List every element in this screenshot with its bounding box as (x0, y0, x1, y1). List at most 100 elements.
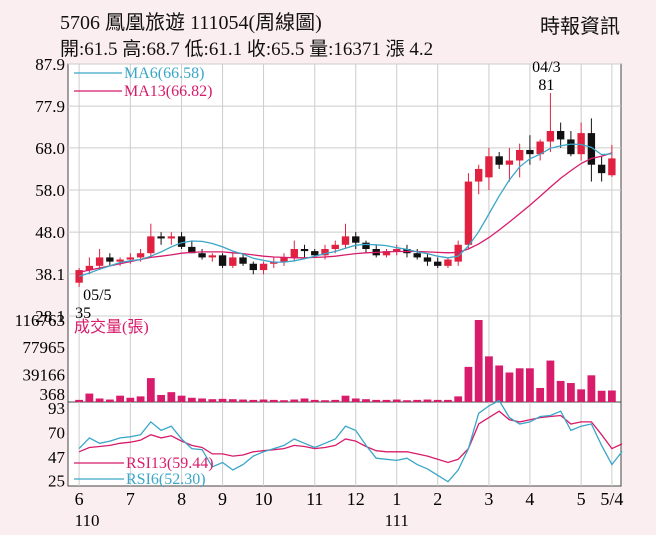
high-date-label: 04/3 (532, 59, 560, 76)
volume-bar (515, 368, 524, 402)
rsi6-line (78, 399, 623, 483)
volume-bar (136, 396, 145, 402)
candle-body (147, 236, 155, 254)
legend-label: MA13(66.82) (124, 83, 212, 100)
y-tick-label: 77.9 (35, 97, 65, 116)
y-tick-label: 58.0 (35, 181, 65, 200)
volume-bar (485, 356, 493, 402)
x-tick-label: 6 (75, 489, 84, 509)
volume-bar (341, 395, 350, 402)
volume-bar (146, 378, 155, 402)
candle-body (546, 131, 555, 142)
volume-bar (597, 390, 606, 402)
candle-body (126, 257, 135, 260)
candle-body (505, 160, 514, 165)
brand-label: 時報資訊 (540, 16, 620, 38)
candle-body (249, 263, 257, 271)
volume-bar (413, 399, 422, 402)
candle-body (311, 251, 319, 256)
candle-body (464, 181, 473, 245)
volume-bar (75, 399, 84, 402)
volume-tick-label: 116763 (15, 311, 65, 330)
candle-body (331, 244, 339, 249)
volume-bar (198, 398, 206, 402)
x-tick-label: 9 (218, 489, 227, 509)
candle-body (106, 257, 114, 262)
volume-bar (362, 399, 370, 402)
volume-bar (300, 398, 309, 402)
candle-body (597, 164, 606, 174)
candle-body (567, 139, 575, 155)
candle-body (116, 259, 124, 262)
ma6-line (78, 143, 612, 278)
candle-body (454, 244, 462, 262)
rsi-tick-label: 93 (48, 399, 65, 418)
volume-bar (536, 387, 545, 402)
y-tick-label: 28.1 (35, 307, 65, 326)
volume-bar (105, 399, 114, 402)
volume-bar (321, 400, 329, 402)
candle-body (239, 257, 247, 264)
low-value-label: 35 (75, 305, 91, 322)
candle-body (136, 253, 145, 258)
candle-body (290, 248, 298, 258)
volume-bar (464, 366, 473, 402)
volume-bar (269, 399, 278, 402)
x-tick-label: 5 (577, 489, 586, 509)
volume-bar (177, 395, 186, 402)
volume-bar (157, 394, 165, 402)
candle-body (177, 236, 186, 247)
volume-bar (239, 399, 247, 402)
candle-body (413, 253, 421, 258)
volume-bar (392, 399, 401, 402)
x-tick-label: 2 (433, 489, 442, 509)
volume-bar (259, 399, 268, 402)
x-tick-label: 10 (255, 489, 273, 509)
candle-body (167, 236, 176, 239)
low-date-label: 05/5 (83, 287, 111, 304)
candle-body (556, 131, 565, 140)
volume-bar (607, 390, 616, 402)
volume-tick-label: 39166 (23, 365, 66, 384)
candle-body (95, 257, 104, 266)
candle-body (608, 158, 616, 176)
volume-bar (208, 399, 217, 402)
volume-bar (249, 399, 258, 402)
volume-bar (495, 365, 504, 402)
candle-body (526, 149, 534, 155)
volume-bar (218, 398, 227, 402)
x-tick-label: 8 (177, 489, 186, 509)
volume-bar (444, 399, 452, 402)
ma13-line (78, 152, 613, 273)
volume-tick-label: 77965 (23, 338, 66, 357)
volume-bar (126, 397, 135, 402)
x-tick-label: 12 (347, 489, 365, 509)
volume-bar (587, 375, 596, 402)
volume-bar (351, 398, 360, 402)
candle-body (382, 251, 391, 256)
candle-body (444, 259, 452, 266)
candle-body (157, 236, 165, 239)
x-tick-label: 7 (126, 489, 135, 509)
volume-bar (454, 396, 463, 402)
volume-bar (85, 393, 94, 402)
volume-bar (546, 360, 555, 402)
volume-bar (526, 368, 534, 402)
candle-body (577, 133, 585, 155)
y-tick-label: 87.9 (35, 55, 65, 74)
candle-body (280, 257, 288, 262)
volume-bar (187, 397, 196, 402)
volume-bar (310, 399, 319, 402)
x-tick-label: 11 (306, 489, 323, 509)
x-tick-label: 1 (392, 489, 401, 509)
y-tick-label: 48.0 (35, 223, 65, 242)
candle-body (587, 133, 596, 165)
candle-body (536, 141, 544, 155)
volume-bar (167, 392, 176, 402)
year-label: 111 (385, 511, 409, 530)
volume-bar (474, 320, 483, 402)
volume-bar (95, 398, 104, 402)
rsi-tick-label: 47 (48, 448, 66, 467)
volume-bar (423, 399, 432, 402)
